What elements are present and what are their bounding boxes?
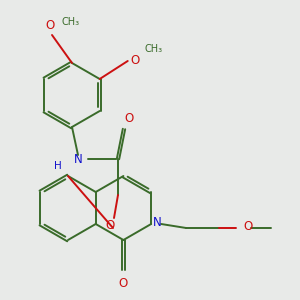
Text: O: O xyxy=(45,19,55,32)
Text: O: O xyxy=(105,218,115,232)
Text: CH₃: CH₃ xyxy=(62,17,80,27)
Text: O: O xyxy=(243,220,252,233)
Text: O: O xyxy=(131,53,140,67)
Text: O: O xyxy=(124,112,134,125)
Text: N: N xyxy=(153,217,162,230)
Text: CH₃: CH₃ xyxy=(145,44,163,54)
Text: H: H xyxy=(54,161,62,171)
Text: O: O xyxy=(119,277,128,290)
Text: N: N xyxy=(74,152,82,166)
